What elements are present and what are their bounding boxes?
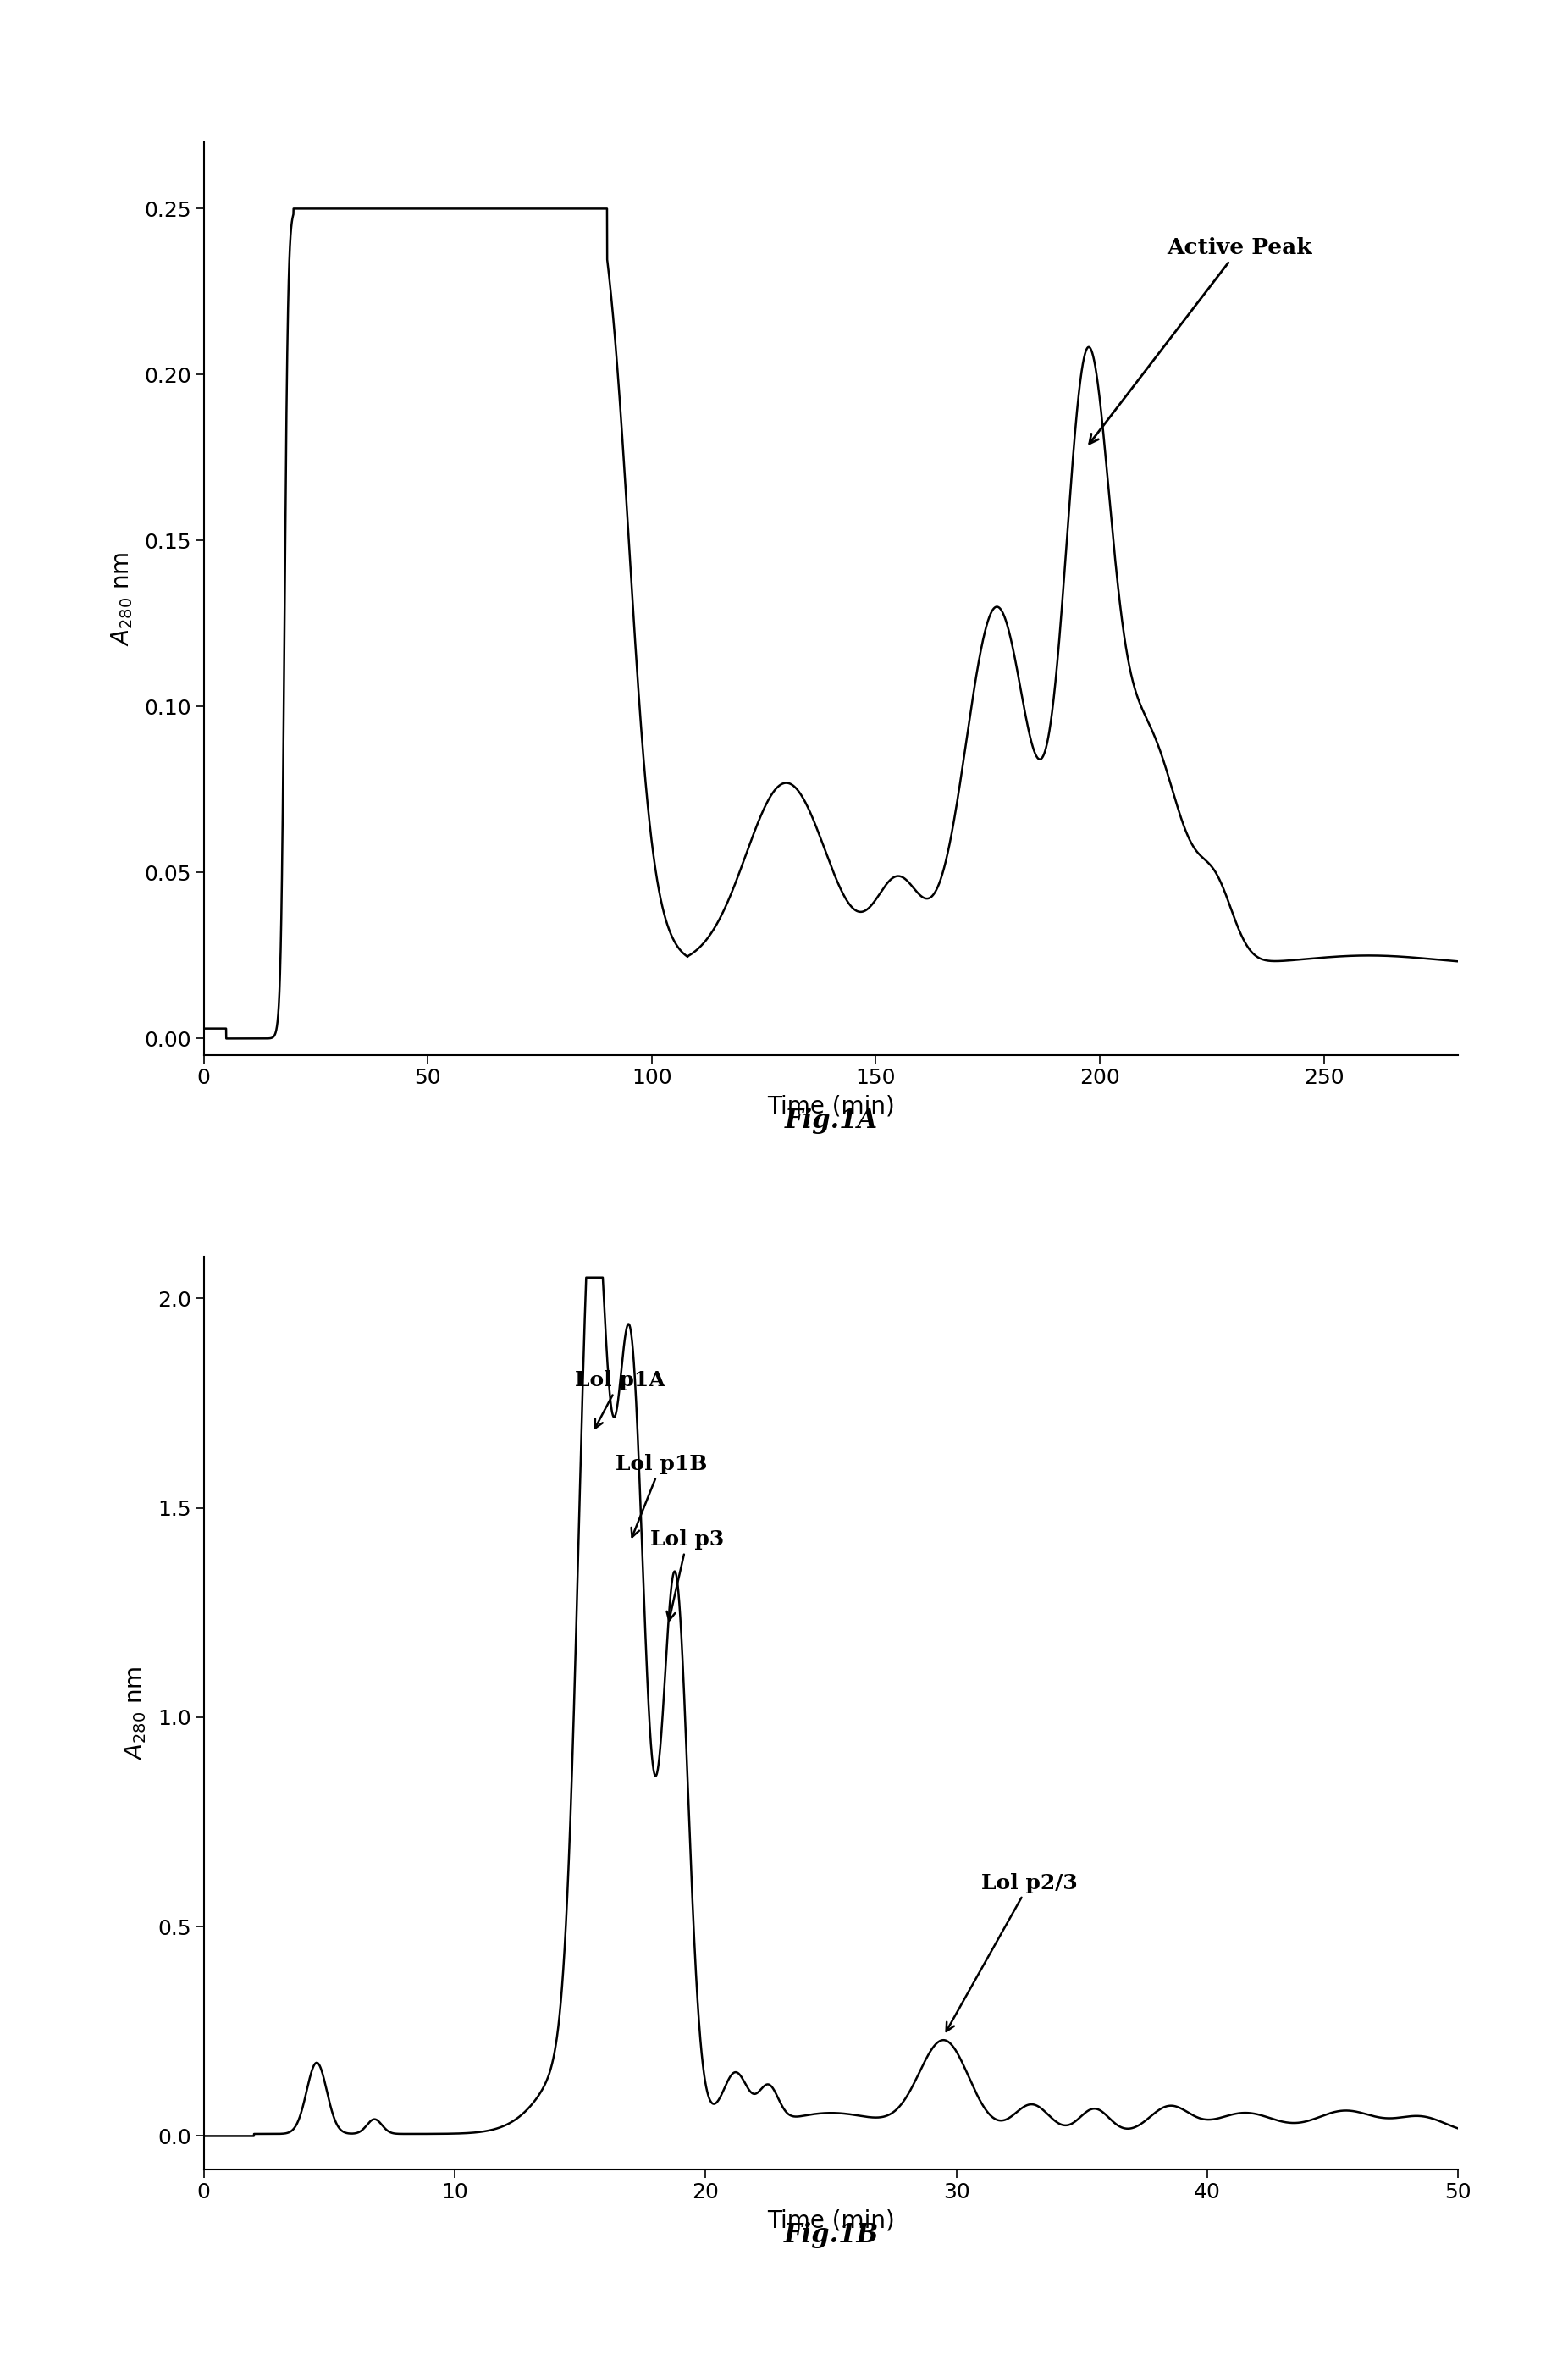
Text: Lol p2/3: Lol p2/3 — [946, 1873, 1077, 2032]
Y-axis label: $A_{280}$ nm: $A_{280}$ nm — [110, 552, 135, 645]
Text: Lol p1B: Lol p1B — [615, 1453, 707, 1536]
Text: Fig.1A: Fig.1A — [784, 1107, 878, 1133]
X-axis label: Time (min): Time (min) — [767, 1095, 895, 1119]
X-axis label: Time (min): Time (min) — [767, 2210, 895, 2233]
Y-axis label: $A_{280}$ nm: $A_{280}$ nm — [124, 1667, 149, 1759]
Text: Active Peak: Active Peak — [1090, 237, 1312, 443]
Text: Lol p1A: Lol p1A — [575, 1370, 665, 1427]
Text: Fig.1B: Fig.1B — [784, 2222, 878, 2248]
Text: Lol p3: Lol p3 — [651, 1529, 724, 1619]
